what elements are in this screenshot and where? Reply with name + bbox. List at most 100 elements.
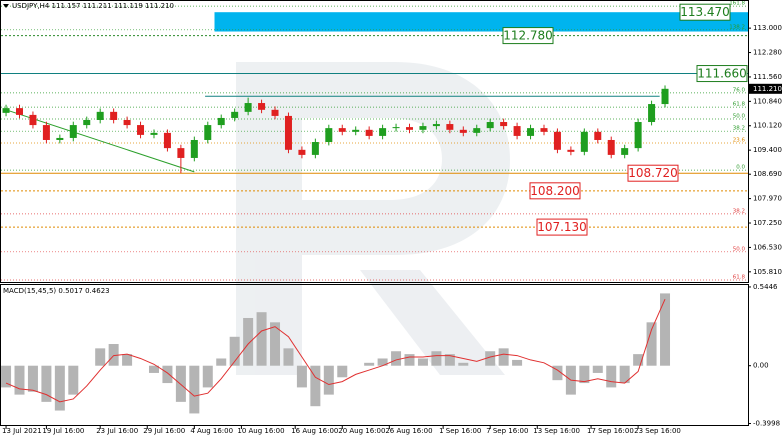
fib-label: 50.0 <box>733 246 746 252</box>
fib-label: 0.0 <box>736 165 745 171</box>
macd-bar <box>148 365 159 373</box>
candle-body <box>594 131 602 140</box>
candle-body <box>2 108 10 113</box>
macd-bar <box>552 365 563 381</box>
candle-body <box>621 148 629 155</box>
level-box <box>696 65 748 83</box>
fib-label: 38.2 <box>733 208 745 214</box>
candle-body <box>96 111 104 120</box>
current-price-label: 111.210 <box>753 85 782 93</box>
level-box <box>627 164 679 182</box>
macd-pane-border <box>0 284 749 426</box>
candle-body <box>580 131 588 152</box>
macd-bar <box>216 358 227 366</box>
candle-body <box>406 127 414 130</box>
candle-body <box>311 142 319 155</box>
macd-bar <box>498 348 509 366</box>
candle-body <box>500 122 508 127</box>
macd-bar <box>296 365 307 388</box>
candle-body <box>69 125 77 138</box>
candle-body <box>379 128 387 136</box>
x-tick-label: 23 Jul 16:00 <box>96 427 138 435</box>
macd-bar <box>162 365 173 384</box>
y-tick-label: 110.120 <box>753 122 782 130</box>
candle-body <box>284 115 292 150</box>
candle-body <box>123 119 131 126</box>
macd-bar <box>54 365 65 411</box>
x-tick-label: 1 Sep 16:00 <box>439 427 481 435</box>
macd-bar <box>633 354 644 366</box>
y-tick-label: 107.970 <box>753 195 782 203</box>
trendline <box>5 109 195 173</box>
y-tick-label: 107.250 <box>753 219 782 227</box>
macd-bar <box>189 365 200 414</box>
price-pane-border <box>0 0 749 283</box>
level-label: 108.200 <box>530 184 580 198</box>
macd-bar <box>444 354 455 366</box>
candle-body <box>648 104 656 123</box>
level-label: 112.780 <box>503 29 553 43</box>
candle-body <box>392 127 400 129</box>
macd-title: MACD(15,45,5) 0.5017 0.4623 <box>3 287 110 295</box>
x-tick-label: 17 Sep 16:00 <box>587 427 634 435</box>
candle-body <box>473 128 481 133</box>
macd-bar <box>175 365 186 402</box>
candle-body <box>83 119 91 126</box>
y-tick-label: 106.530 <box>753 243 782 251</box>
x-tick-label: 4 Aug 16:00 <box>190 427 233 435</box>
candle-body <box>110 111 118 120</box>
macd-bar <box>417 358 428 366</box>
macd-bar <box>337 365 348 378</box>
candle-body <box>446 124 454 130</box>
level-box <box>536 218 588 236</box>
y-tick-label: 112.280 <box>753 49 782 57</box>
candle-body <box>527 128 535 136</box>
candle-body <box>607 139 615 155</box>
y-tick-label: 108.690 <box>753 170 782 178</box>
candle-body <box>338 128 346 132</box>
macd-bar <box>485 351 496 366</box>
candle-body <box>553 131 561 150</box>
candle-body <box>137 125 145 135</box>
current-price-box <box>749 83 782 94</box>
x-tick-label: 13 Sep 16:00 <box>533 427 580 435</box>
plot-layer: 161.8 138.2 76.0 61.8 50.0 38.2 23.6 0.0 38.2 50.… <box>1 1 749 414</box>
candle-body <box>486 122 494 129</box>
candle-body <box>365 129 373 136</box>
fib-label: 138.2 <box>729 24 745 30</box>
candle-body <box>258 103 266 110</box>
macd-bar <box>377 358 388 366</box>
macd-bar <box>512 359 523 366</box>
macd-signal <box>5 298 666 403</box>
candle-body <box>204 125 212 140</box>
level-box <box>529 182 581 200</box>
level-label: 111.660 <box>697 67 747 81</box>
macd-y-tick-label: 0.00 <box>753 362 769 370</box>
macd-bar <box>243 317 254 366</box>
candle-body <box>352 129 360 132</box>
fib-label: 38.2 <box>733 126 745 132</box>
candle-body <box>540 128 548 132</box>
x-tick-label: 19 Jul 16:00 <box>42 427 84 435</box>
y-tick-label: 109.400 <box>753 146 782 154</box>
menu-icon <box>3 4 9 8</box>
x-tick-label: 23 Sep 16:00 <box>634 427 681 435</box>
candle-body <box>42 125 50 140</box>
candle-body <box>271 109 279 116</box>
macd-y-tick-label: -0.3998 <box>753 420 780 428</box>
macd-bar <box>108 344 119 366</box>
level-label: 107.130 <box>537 220 587 234</box>
watermark <box>236 62 510 375</box>
macd-bar <box>606 365 617 388</box>
macd-bar <box>41 365 52 402</box>
candle-body <box>244 103 252 112</box>
macd-bar <box>364 362 375 366</box>
macd-bar <box>256 312 267 366</box>
candle-body <box>513 126 521 136</box>
fib-label: 161.8 <box>729 1 745 7</box>
level-box <box>502 27 554 45</box>
fib-label: 23.6 <box>733 138 746 144</box>
candle-body <box>190 139 198 158</box>
candle-body <box>163 132 171 149</box>
candle-body <box>231 111 239 118</box>
